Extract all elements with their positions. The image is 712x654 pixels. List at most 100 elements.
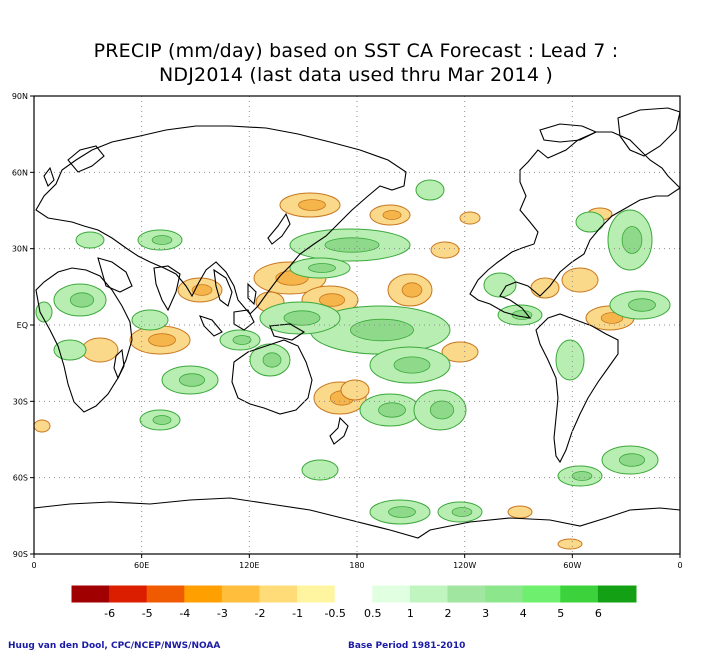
legend-label-4: -2 — [255, 607, 266, 620]
legend-label-3: -3 — [217, 607, 228, 620]
dry-anomaly-17 — [33, 419, 51, 433]
wet-core-22 — [350, 318, 414, 342]
legend-bin-4 — [221, 585, 261, 603]
dry-core-1 — [382, 210, 402, 220]
coast-indochina — [213, 268, 233, 307]
legend-bin-10 — [447, 585, 487, 603]
wet-anomaly-43 — [301, 459, 339, 481]
coast-greenland — [617, 107, 681, 157]
coast-north-america — [469, 131, 681, 319]
coast-madagascar — [113, 348, 125, 380]
legend-label-5: -1 — [292, 607, 303, 620]
legend-label-1: -5 — [142, 607, 153, 620]
wet-anomaly-39 — [415, 179, 445, 201]
legend-bin-1 — [109, 585, 148, 603]
lat-label-EQ: EQ — [17, 321, 28, 330]
anomaly-fields — [33, 179, 671, 550]
lat-label-30N: 30N — [12, 245, 28, 254]
lon-label-2: 120E — [239, 561, 259, 570]
coast-canadian-arctic — [539, 123, 598, 143]
legend-label-11: 4 — [520, 607, 527, 620]
wet-core-44 — [571, 471, 593, 481]
wet-core-37 — [232, 335, 252, 345]
lat-label-30S: 30S — [13, 397, 28, 406]
lon-label-4: 120W — [453, 561, 476, 570]
lon-label-3: 180 — [349, 561, 364, 570]
lon-label-6: 0 — [677, 561, 682, 570]
wet-core-29 — [324, 237, 380, 253]
dry-anomaly-19 — [557, 538, 583, 550]
dry-anomaly-14 — [561, 267, 599, 293]
lat-label-60N: 60N — [12, 168, 28, 177]
wet-core-27 — [69, 292, 95, 308]
wet-anomaly-48 — [575, 211, 605, 233]
wet-anomaly-33 — [555, 339, 585, 381]
wet-core-42 — [429, 400, 455, 420]
dry-anomaly-11 — [441, 341, 479, 363]
wet-anomaly-49 — [75, 231, 105, 249]
legend-bin-9 — [409, 585, 449, 603]
legend-label-7: 0.5 — [364, 607, 382, 620]
legend-label-2: -4 — [179, 607, 190, 620]
credit-base-period: Base Period 1981-2010 — [348, 641, 466, 651]
legend-bin-14 — [597, 585, 637, 603]
credit-author: Huug van den Dool, CPC/NCEP/NWS/NOAA — [8, 641, 221, 651]
coast-eurasia — [35, 125, 407, 315]
legend-bin-2 — [146, 585, 186, 603]
wet-core-23 — [393, 356, 431, 374]
dry-anomaly-21 — [459, 211, 481, 225]
legend-label-13: 6 — [595, 607, 602, 620]
dry-core-5 — [401, 282, 423, 298]
wet-core-30 — [308, 263, 336, 273]
legend-label-6: -0.5 — [324, 607, 345, 620]
dry-core-4 — [318, 293, 345, 307]
legend-bin-8 — [372, 585, 411, 603]
coast-japan — [267, 212, 291, 245]
coast-sumatra — [199, 315, 223, 337]
coast-new-zealand — [329, 416, 349, 445]
coast-australia — [231, 339, 313, 415]
legend-colorbar: -6 -5 -4 -3 -2 -1 -0.5 0.5 1 2 3 4 5 6 — [71, 585, 637, 620]
dry-anomaly-9 — [81, 337, 119, 363]
dry-core-7 — [191, 284, 213, 296]
coast-india — [153, 265, 181, 312]
lon-label-0: 0 — [31, 561, 36, 570]
wet-core-38 — [151, 235, 173, 245]
coast-arabia — [97, 257, 133, 293]
dry-anomaly-6 — [430, 241, 460, 259]
legend-bin-3 — [184, 585, 223, 603]
lat-label-60S: 60S — [13, 474, 28, 483]
legend-bin-6 — [297, 585, 336, 603]
legend-bin-11 — [485, 585, 524, 603]
wet-core-26 — [178, 373, 205, 387]
coast-uk — [43, 166, 55, 187]
coast-south-america — [535, 313, 619, 464]
chart-title-line-1: PRECIP (mm/day) based on SST CA Forecast… — [93, 40, 619, 62]
wet-core-40 — [152, 415, 172, 425]
legend-label-12: 5 — [557, 607, 564, 620]
lon-label-5: 60W — [563, 561, 581, 570]
legend-bin-13 — [560, 585, 599, 603]
dry-anomaly-12 — [340, 379, 370, 401]
coast-scandinavia — [67, 145, 105, 173]
coast-new-guinea — [269, 323, 306, 341]
lon-label-1: 60E — [134, 561, 149, 570]
chart-title-line-2: NDJ2014 (last data used thru Mar 2014 ) — [158, 64, 553, 86]
legend-label-0: -6 — [104, 607, 115, 620]
legend-label-8: 1 — [407, 607, 414, 620]
wet-core-47 — [451, 507, 473, 517]
wet-anomaly-28 — [131, 309, 169, 331]
dry-core-0 — [298, 199, 326, 211]
wet-core-45 — [619, 453, 646, 467]
legend-label-9: 2 — [445, 607, 452, 620]
legend-bin-7 — [334, 585, 374, 603]
wet-core-35 — [628, 298, 656, 312]
lat-label-90N: 90N — [12, 92, 28, 101]
dry-anomaly-18 — [507, 505, 533, 519]
dry-core-8 — [148, 333, 176, 347]
wet-core-34 — [621, 226, 643, 254]
legend-label-10: 3 — [482, 607, 489, 620]
wet-anomaly-31 — [483, 272, 517, 298]
wet-core-25 — [262, 352, 282, 368]
